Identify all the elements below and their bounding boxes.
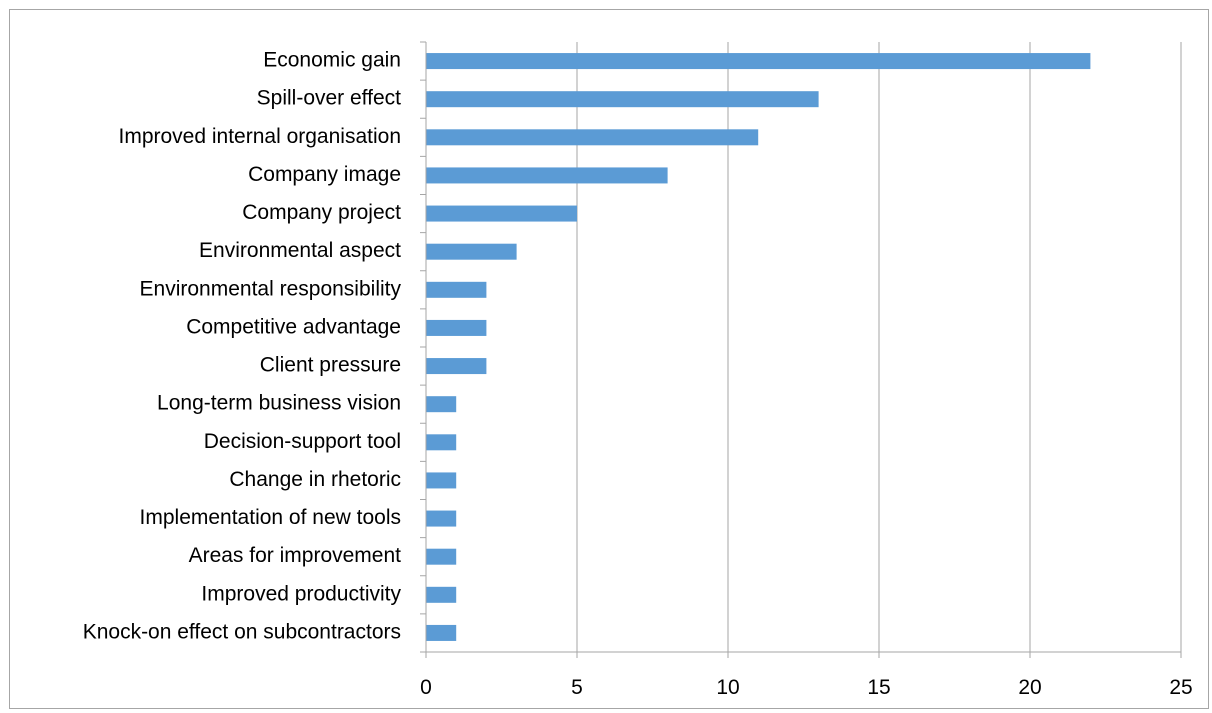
category-label: Decision-support tool <box>204 430 401 453</box>
x-axis-tick-label: 5 <box>571 676 583 699</box>
axes <box>420 41 1182 658</box>
bar <box>426 396 457 413</box>
bar-series <box>426 53 1091 641</box>
bar <box>426 129 759 146</box>
bar <box>426 548 457 565</box>
bar <box>426 243 517 260</box>
category-labels: Economic gain Spill-over effect Improved i… <box>83 49 402 644</box>
x-axis-tick-label: 20 <box>1018 676 1041 699</box>
bar <box>426 434 457 451</box>
bar <box>426 281 487 298</box>
category-label: Client pressure <box>260 354 401 377</box>
category-label: Competitive advantage <box>186 315 401 338</box>
category-label: Economic gain <box>263 49 401 72</box>
bar <box>426 167 668 184</box>
bar <box>426 319 487 336</box>
category-label: Spill-over effect <box>257 87 402 110</box>
bar <box>426 472 457 489</box>
category-label: Improved productivity <box>201 582 401 605</box>
bar <box>426 91 819 108</box>
category-label: Environmental responsibility <box>140 277 402 300</box>
category-label: Change in rhetoric <box>229 468 401 491</box>
x-axis-tick-label: 15 <box>867 676 890 699</box>
x-axis-tick-label: 25 <box>1169 676 1192 699</box>
category-label: Long-term business vision <box>157 392 401 415</box>
category-label: Knock-on effect on subcontractors <box>83 620 401 643</box>
bar <box>426 586 457 603</box>
chart-frame <box>9 9 1209 709</box>
x-axis-tick-label: 0 <box>420 676 432 699</box>
bar <box>426 53 1091 70</box>
bar <box>426 358 487 375</box>
bar <box>426 624 457 641</box>
bar <box>426 205 577 222</box>
category-label: Company image <box>248 163 401 186</box>
category-label: Implementation of new tools <box>140 506 401 529</box>
category-label: Environmental aspect <box>199 239 401 262</box>
x-axis-tick-labels: 0 5 10 15 20 25 <box>420 676 1193 699</box>
x-axis-tick-label: 10 <box>716 676 739 699</box>
bar <box>426 510 457 527</box>
category-label: Improved internal organisation <box>119 125 402 148</box>
category-label: Areas for improvement <box>189 544 402 567</box>
category-label: Company project <box>242 201 401 224</box>
